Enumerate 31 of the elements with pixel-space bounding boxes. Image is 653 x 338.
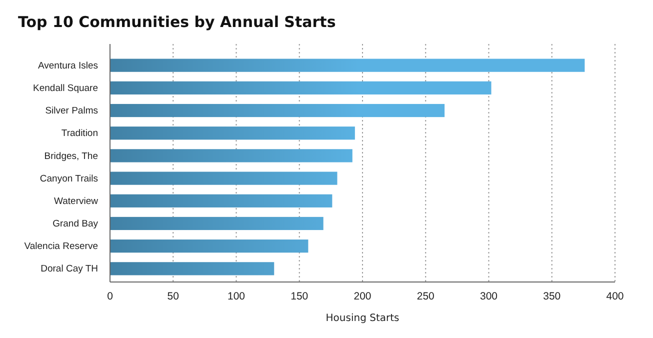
- y-tick-label: Doral Cay TH: [40, 264, 98, 275]
- x-tick-label: 350: [543, 290, 561, 302]
- y-tick-label: Waterview: [54, 196, 98, 207]
- bar: [110, 216, 324, 230]
- y-tick-label: Valencia Reserve: [24, 241, 98, 252]
- bar: [110, 81, 492, 94]
- bar: [110, 172, 338, 185]
- chart-title: Top 10 Communities by Annual Starts: [18, 13, 336, 31]
- x-axis-title: Housing Starts: [326, 313, 400, 324]
- y-tick-label: Aventura Isles: [38, 60, 98, 72]
- x-tick-label: 50: [167, 290, 180, 302]
- bar: [110, 240, 308, 253]
- y-tick-label: Kendall Square: [33, 82, 98, 94]
- bar: [110, 126, 355, 140]
- bar: [110, 58, 585, 72]
- bar: [110, 194, 332, 208]
- y-tick-label: Tradition: [61, 128, 98, 140]
- y-tick-label: Bridges, The: [44, 150, 98, 162]
- x-tick-label: 300: [480, 290, 498, 302]
- x-tick-label: 250: [416, 290, 435, 302]
- y-tick-label: Canyon Trails: [40, 173, 98, 184]
- y-tick-label: Grand Bay: [52, 218, 98, 230]
- x-tick-label: 0: [107, 290, 114, 302]
- bar: [110, 149, 352, 162]
- bar: [110, 104, 445, 118]
- bar: [110, 262, 274, 276]
- y-tick-label: Silver Palms: [45, 106, 98, 117]
- x-tick-label: 200: [354, 290, 372, 302]
- x-tick-label: 150: [290, 290, 308, 302]
- x-tick-label: 400: [606, 290, 624, 302]
- x-tick-label: 100: [227, 290, 246, 302]
